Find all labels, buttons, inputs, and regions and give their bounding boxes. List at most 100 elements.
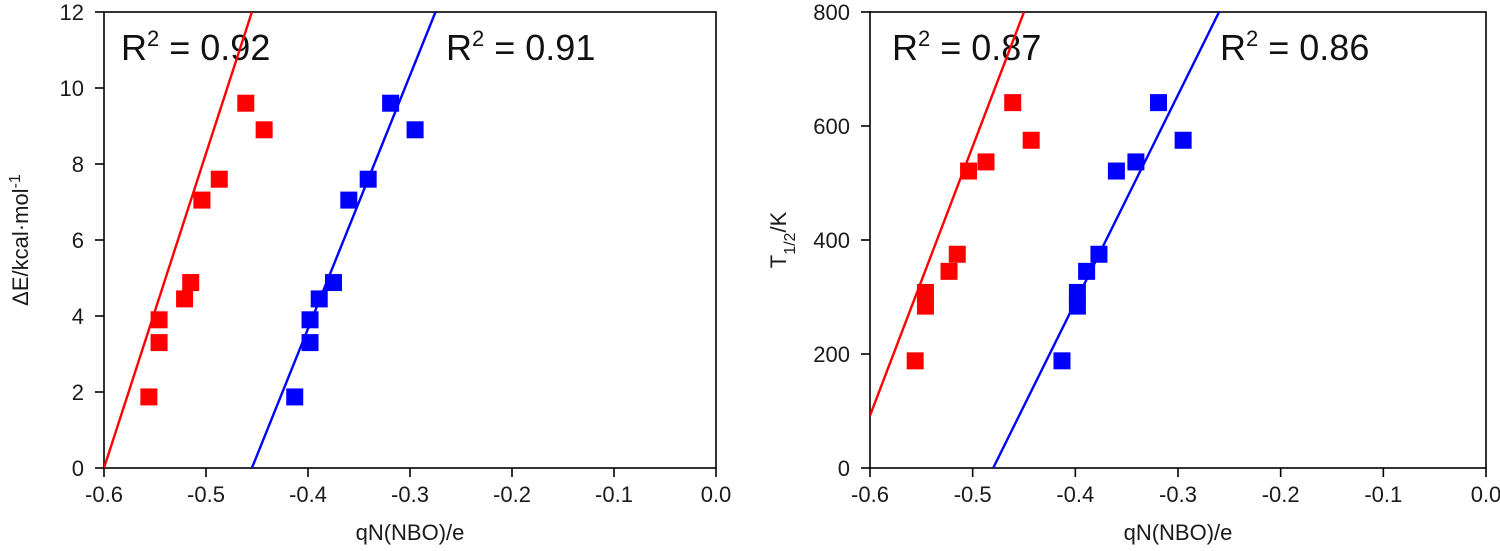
y-axis-label-rest: /K	[766, 211, 791, 232]
x-tick-label: -0.6	[85, 482, 123, 507]
r2-prefix: R	[892, 27, 918, 68]
data-point-blue	[1053, 352, 1071, 370]
data-point-red	[182, 274, 200, 292]
fit-line-red	[870, 12, 1026, 416]
x-tick-label: -0.1	[595, 482, 633, 507]
data-point-red	[140, 388, 158, 406]
data-point-blue	[406, 121, 424, 139]
y-tick-label: 8	[72, 152, 84, 177]
x-axis-label: qN(NBO)/e	[1124, 520, 1233, 545]
r2-sup: 2	[472, 26, 484, 51]
y-tick-label: 6	[72, 228, 84, 253]
y-tick-label: 2	[72, 380, 84, 405]
data-point-blue	[1107, 162, 1125, 180]
x-tick-label: -0.3	[391, 482, 429, 507]
data-point-blue	[325, 274, 342, 292]
data-point-blue	[382, 94, 400, 112]
y-axis-ticks: 0 2 4 6 8 10 12	[60, 0, 84, 481]
data-point-blue	[1127, 153, 1145, 171]
x-tick-label: -0.6	[851, 482, 889, 507]
r2-label-blue: R2 = 0.91	[446, 26, 595, 68]
y-tick-label: 0	[72, 456, 84, 481]
x-tick-label: 0.0	[1471, 482, 1500, 507]
data-point-blue	[310, 290, 328, 308]
data-point-red	[906, 352, 924, 370]
y-tick-label: 10	[60, 76, 84, 101]
data-point-blue	[1174, 131, 1192, 149]
x-tick-label: -0.4	[1056, 482, 1094, 507]
data-point-red	[210, 170, 228, 188]
data-point-red	[948, 245, 966, 263]
x-axis-label: qN(NBO)/e	[356, 520, 465, 545]
data-point-red	[237, 94, 255, 112]
fit-line-blue	[992, 12, 1221, 468]
x-tick-label: -0.3	[1159, 482, 1197, 507]
data-point-blue	[359, 170, 377, 188]
x-axis-ticks: -0.6 -0.5 -0.4 -0.3 -0.2 -0.1 0.0	[851, 482, 1500, 507]
r2-prefix: R	[1220, 27, 1246, 68]
y-tick-label: 12	[60, 0, 84, 25]
chart-panel-energy: -0.6 -0.5 -0.4 -0.3 -0.2 -0.1 0.0 0 2 4 …	[7, 0, 732, 545]
data-point-red	[255, 121, 273, 139]
r2-value: = 0.87	[930, 27, 1041, 68]
r2-sup: 2	[147, 26, 159, 51]
r2-value: = 0.86	[1258, 27, 1369, 68]
y-axis-ticks: 0 200 400 600 800	[813, 0, 850, 481]
fit-line-red	[104, 12, 254, 468]
series-blue	[286, 94, 424, 406]
y-axis-label: ΔE/kcal·mol-1	[7, 174, 34, 306]
x-tick-label: -0.5	[954, 482, 992, 507]
fit-line-blue	[250, 12, 437, 468]
x-tick-label: -0.2	[1262, 482, 1300, 507]
x-tick-label: -0.4	[289, 482, 327, 507]
data-point-red	[176, 290, 194, 308]
data-point-red	[916, 283, 934, 301]
data-point-red	[193, 191, 211, 209]
r2-label-blue: R2 = 0.86	[1220, 26, 1369, 68]
data-point-red	[150, 334, 168, 352]
data-point-blue	[340, 191, 358, 209]
plot-frame	[103, 11, 717, 469]
x-axis-ticks: -0.6 -0.5 -0.4 -0.3 -0.2 -0.1 0.0	[85, 482, 731, 507]
data-point-blue	[1078, 262, 1096, 280]
data-point-red	[1004, 94, 1022, 112]
data-point-red	[916, 297, 934, 315]
data-point-blue	[1068, 297, 1086, 315]
plot-frame	[869, 11, 1487, 469]
data-point-blue	[1090, 245, 1108, 263]
y-axis-label-base: T	[766, 255, 791, 268]
y-tick-label: 800	[813, 0, 850, 25]
y-axis-label-sub: 1/2	[782, 232, 799, 254]
r2-prefix: R	[121, 27, 147, 68]
r2-sup: 2	[1246, 26, 1258, 51]
y-tick-label: 0	[838, 456, 850, 481]
r2-prefix: R	[446, 27, 472, 68]
tick-marks	[95, 11, 717, 477]
tick-marks	[861, 11, 1487, 477]
data-point-red	[977, 153, 995, 171]
data-point-blue	[1149, 94, 1167, 112]
x-tick-label: -0.5	[187, 482, 225, 507]
y-tick-label: 4	[72, 304, 84, 329]
data-point-blue	[286, 388, 304, 406]
r2-sup: 2	[918, 26, 930, 51]
x-tick-label: 0.0	[701, 482, 732, 507]
data-point-blue	[301, 311, 319, 329]
r2-label-red: R2 = 0.87	[892, 26, 1041, 68]
data-point-red	[150, 311, 168, 329]
series-blue	[1053, 94, 1192, 370]
data-point-red	[1022, 131, 1040, 149]
r2-value: = 0.92	[159, 27, 270, 68]
series-red	[906, 94, 1040, 370]
data-point-red	[940, 262, 958, 280]
r2-label-red: R2 = 0.92	[121, 26, 270, 68]
y-axis-label-base: ΔE/kcal·mol	[8, 188, 33, 305]
series-red	[140, 94, 273, 406]
y-tick-label: 200	[813, 342, 850, 367]
y-axis-label-sup: -1	[7, 174, 24, 188]
y-axis-label: T1/2/K	[766, 211, 799, 268]
chart-panel-temperature: -0.6 -0.5 -0.4 -0.3 -0.2 -0.1 0.0 0 200 …	[766, 0, 1500, 545]
y-tick-label: 400	[813, 228, 850, 253]
data-point-blue	[1068, 283, 1086, 301]
